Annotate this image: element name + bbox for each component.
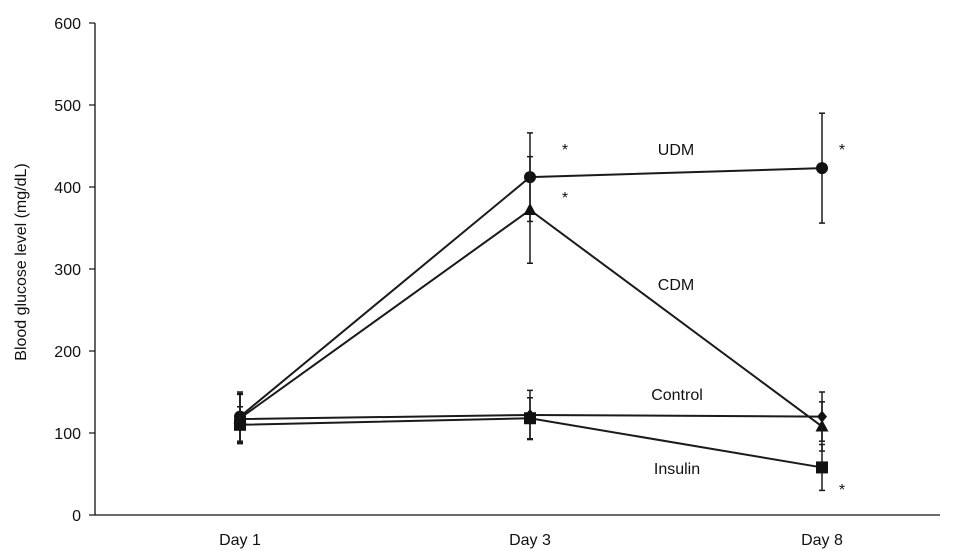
x-tick-label: Day 3 (509, 532, 551, 549)
udm-series-label: UDM (658, 142, 694, 159)
plot-area: UDM * * CDM * Control Insulin * (233, 112, 845, 499)
cdm-line (239, 208, 823, 428)
x-tick-label: Day 1 (219, 532, 261, 549)
x-ticks: Day 1 Day 3 Day 8 (219, 532, 843, 549)
cdm-significance-star: * (562, 190, 568, 207)
axes (94, 23, 940, 516)
y-tick-label: 300 (54, 262, 81, 279)
udm-point (816, 162, 828, 175)
y-tick-label: 400 (54, 180, 81, 197)
y-tick-label: 200 (54, 344, 81, 361)
control-series-label: Control (651, 387, 703, 404)
insulin-point (524, 412, 536, 425)
x-tick-label: Day 8 (801, 532, 843, 549)
insulin-series-label: Insulin (654, 461, 700, 478)
insulin-point (234, 418, 246, 431)
insulin-point (816, 461, 828, 474)
y-tick-label: 500 (54, 98, 81, 115)
cdm-series-label: CDM (658, 277, 694, 294)
y-tick-label: 600 (54, 16, 81, 33)
y-tick-label: 100 (54, 426, 81, 443)
udm-significance-star: * (562, 142, 568, 159)
y-tick-label: 0 (72, 508, 81, 525)
cdm-point (523, 202, 537, 215)
insulin-significance-star: * (839, 482, 845, 499)
udm-significance-star: * (839, 142, 845, 159)
y-ticks: 0 100 200 300 400 500 600 (54, 16, 95, 525)
y-axis-title: Blood glucose level (mg/dL) (13, 163, 30, 360)
insulin-line (239, 417, 823, 469)
control-point (817, 410, 827, 423)
